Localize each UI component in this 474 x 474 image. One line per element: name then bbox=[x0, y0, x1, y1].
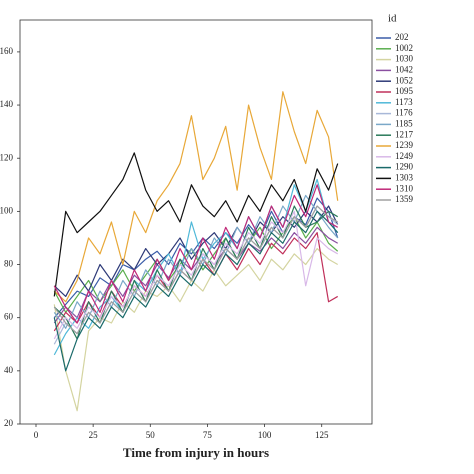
series-line bbox=[53, 226, 339, 324]
series-line bbox=[53, 152, 339, 297]
legend-label: 1290 bbox=[395, 162, 414, 172]
x-tick-label: 75 bbox=[203, 430, 213, 440]
series-line bbox=[53, 205, 339, 335]
legend-label: 202 bbox=[395, 32, 409, 42]
y-tick-label: 140 bbox=[0, 99, 14, 109]
legend-label: 1303 bbox=[395, 172, 414, 182]
y-tick-label: 80 bbox=[4, 259, 14, 269]
x-tick-label: 100 bbox=[258, 430, 272, 440]
legend-title: id bbox=[388, 13, 397, 25]
legend-label: 1217 bbox=[395, 129, 414, 139]
series-line bbox=[53, 210, 339, 372]
legend-label: 1176 bbox=[395, 108, 413, 118]
x-axis-title: Time from injury in hours bbox=[123, 445, 269, 460]
legend-label: 1185 bbox=[395, 118, 413, 128]
legend-label: 1239 bbox=[395, 140, 414, 150]
x-tick-label: 50 bbox=[146, 430, 156, 440]
legend-label: 1030 bbox=[395, 54, 414, 64]
y-tick-label: 40 bbox=[4, 365, 14, 375]
x-tick-label: 25 bbox=[89, 430, 99, 440]
legend-label: 1002 bbox=[395, 43, 413, 53]
legend-label: 1249 bbox=[395, 151, 414, 161]
series-line bbox=[53, 184, 339, 324]
y-tick-label: 60 bbox=[4, 312, 14, 322]
series-line bbox=[53, 210, 339, 340]
series-line bbox=[53, 91, 339, 303]
y-tick-label: 20 bbox=[4, 418, 14, 428]
legend-label: 1052 bbox=[395, 75, 413, 85]
legend-label: 1359 bbox=[395, 194, 414, 204]
y-tick-label: 120 bbox=[0, 152, 14, 162]
x-tick-label: 125 bbox=[315, 430, 329, 440]
plot-area bbox=[17, 19, 373, 427]
plot-frame bbox=[19, 19, 373, 425]
y-tick-label: 100 bbox=[0, 205, 14, 215]
y-tick-label: 160 bbox=[0, 46, 14, 56]
x-tick-label: 0 bbox=[34, 430, 39, 440]
legend-label: 1310 bbox=[395, 183, 414, 193]
legend-label: 1173 bbox=[395, 97, 413, 107]
legend-label: 1095 bbox=[395, 86, 414, 96]
legend-label: 1042 bbox=[395, 64, 413, 74]
